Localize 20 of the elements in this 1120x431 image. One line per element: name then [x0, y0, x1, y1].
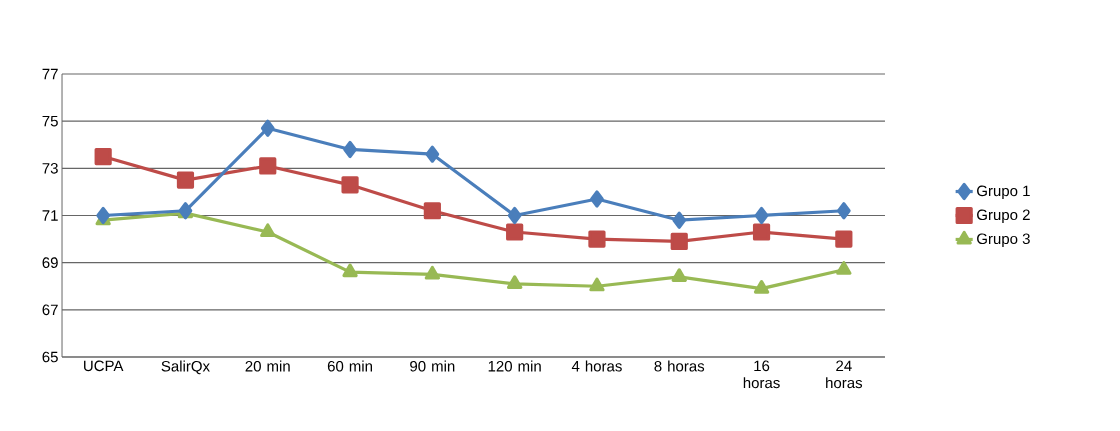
x-tick-label: 16 horas — [743, 360, 780, 389]
x-tick-label: 90 min — [410, 360, 455, 372]
x-tick-label: SalirQx — [161, 360, 210, 375]
x-tick-label: 60 min — [327, 360, 372, 372]
y-tick-label: 71 — [42, 210, 58, 221]
y-tick-label: 67 — [42, 304, 58, 316]
x-tick-label: 24 horas — [826, 360, 863, 389]
x-tick-label: 4 horas — [571, 360, 622, 372]
y-tick-label: 65 — [42, 351, 58, 363]
legend-label: Grupo 1 — [977, 185, 1030, 200]
x-tick-label: 8 horas — [654, 360, 705, 372]
y-tick-label: 75 — [42, 115, 58, 127]
legend-label: Grupo 2 — [977, 209, 1030, 224]
legend-label: Grupo 3 — [977, 233, 1030, 248]
x-tick-label: 20 min — [245, 360, 290, 372]
x-tick-label: 120 min — [488, 360, 541, 372]
x-tick-label: UCPA — [84, 360, 124, 372]
y-tick-label: 73 — [42, 163, 58, 174]
y-tick-label: 69 — [42, 257, 58, 268]
y-tick-label: 77 — [42, 68, 58, 80]
